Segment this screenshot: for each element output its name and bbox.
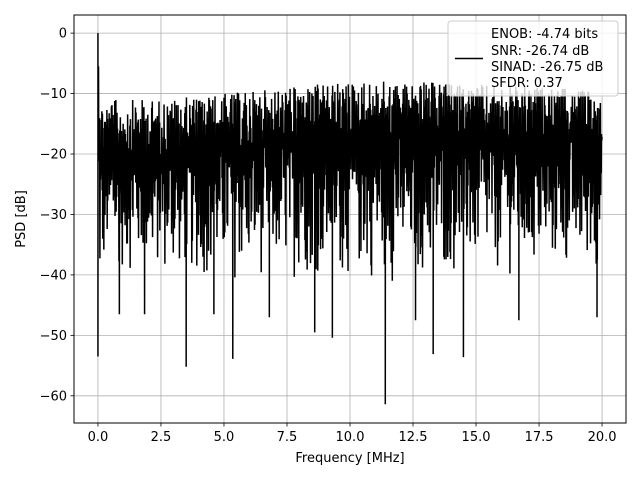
x-axis-label: Frequency [MHz] xyxy=(295,451,404,466)
x-tick-label: 12.5 xyxy=(399,430,428,445)
x-tick-label: 2.5 xyxy=(151,430,172,445)
legend-entry-snr: SNR: -26.74 dB xyxy=(491,44,589,59)
legend-entry-sfdr: SFDR: 0.37 xyxy=(491,76,563,91)
y-tick-label: −20 xyxy=(40,148,67,163)
y-tick-label: −50 xyxy=(40,329,67,344)
y-tick-label: −60 xyxy=(40,389,67,404)
x-tick-label: 0.0 xyxy=(88,430,109,445)
x-tick-label: 5.0 xyxy=(214,430,235,445)
legend-box xyxy=(447,20,619,97)
x-axis-ticks: 0.0 2.5 5.0 7.5 10.0 12.5 15.0 17.5 20.0 xyxy=(88,423,617,445)
x-tick-label: 15.0 xyxy=(462,430,491,445)
legend-entry-enob: ENOB: -4.74 bits xyxy=(491,27,598,42)
legend: ENOB: -4.74 bits SNR: -26.74 dB SINAD: -… xyxy=(447,20,619,97)
x-tick-label: 20.0 xyxy=(588,430,617,445)
psd-series-line xyxy=(97,33,603,405)
y-tick-label: −40 xyxy=(40,268,67,283)
x-tick-label: 7.5 xyxy=(277,430,298,445)
y-axis-ticks: 0 −10 −20 −30 −40 −50 −60 xyxy=(40,27,74,404)
x-tick-label: 10.0 xyxy=(336,430,365,445)
legend-entry-sinad: SINAD: -26.75 dB xyxy=(491,60,603,75)
y-tick-label: −10 xyxy=(40,87,67,102)
y-tick-label: 0 xyxy=(59,27,67,42)
y-tick-label: −30 xyxy=(40,208,67,223)
x-tick-label: 17.5 xyxy=(525,430,554,445)
y-axis-label: PSD [dB] xyxy=(14,190,29,248)
